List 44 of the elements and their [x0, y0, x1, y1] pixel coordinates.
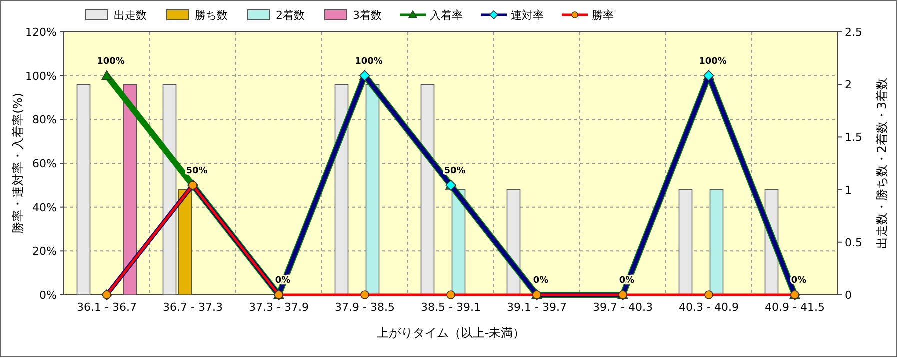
data-label: 100%: [699, 56, 727, 67]
x-tick-label: 39.7 - 40.3: [593, 301, 653, 314]
data-label: 100%: [97, 56, 125, 67]
legend-label: 勝率: [592, 9, 614, 22]
legend-連対率: 連対率: [481, 9, 544, 22]
legend-label: 勝ち数: [195, 9, 228, 22]
x-tick-label: 38.5 - 39.1: [421, 301, 481, 314]
y-tick-label: 40%: [32, 201, 57, 214]
x-tick-label: 40.9 - 41.5: [765, 301, 825, 314]
legend-勝ち数: 勝ち数: [166, 9, 228, 22]
y-tick-label: 120%: [26, 26, 57, 39]
y-tick-label: 0%: [40, 289, 57, 302]
y-tick-label: 60%: [32, 158, 57, 170]
point: [102, 70, 112, 80]
y2-tick-label: 0.5: [845, 236, 862, 250]
y-tick-label: 100%: [26, 70, 57, 83]
legend-入着率: 入着率: [400, 9, 463, 22]
y-axis-title: 勝率・連対率・入着率(%): [11, 93, 25, 234]
data-label: 0%: [533, 276, 549, 286]
y2-tick-label: 1.5: [845, 131, 862, 144]
y2-tick-label: 2: [845, 78, 852, 92]
legend-label: 3着数: [353, 9, 382, 22]
legend-label: 2着数: [276, 9, 305, 22]
y2-tick-label: 1: [845, 184, 852, 197]
legend-label: 入着率: [430, 9, 463, 22]
data-label: 100%: [355, 56, 383, 67]
x-tick-label: 36.7 - 37.3: [163, 301, 223, 314]
y2-tick-label: 2.5: [845, 26, 862, 39]
legend-勝率: 勝率: [562, 9, 614, 22]
data-label: 50%: [186, 166, 208, 176]
legend-label: 出走数: [114, 9, 147, 22]
y-tick-label: 20%: [32, 245, 57, 258]
y-tick-label: 80%: [32, 114, 57, 127]
x-tick-label: 37.9 - 38.5: [335, 301, 395, 314]
x-tick-label: 39.1 - 39.7: [507, 301, 567, 314]
x-axis-title: 上がりタイム（以上-未満）: [376, 326, 526, 340]
y2-axis-title: 出走数・勝ち数・2着数・3着数: [875, 78, 889, 250]
y2-tick-label: 0: [845, 289, 852, 302]
x-tick-label: 40.3 - 40.9: [679, 301, 739, 314]
legend-出走数: 出走数: [86, 9, 147, 22]
x-tick-label: 36.1 - 36.7: [77, 301, 137, 314]
x-tick-label: 37.3 - 37.9: [249, 301, 309, 314]
legend-label: 連対率: [511, 9, 544, 22]
data-label: 50%: [444, 166, 466, 176]
